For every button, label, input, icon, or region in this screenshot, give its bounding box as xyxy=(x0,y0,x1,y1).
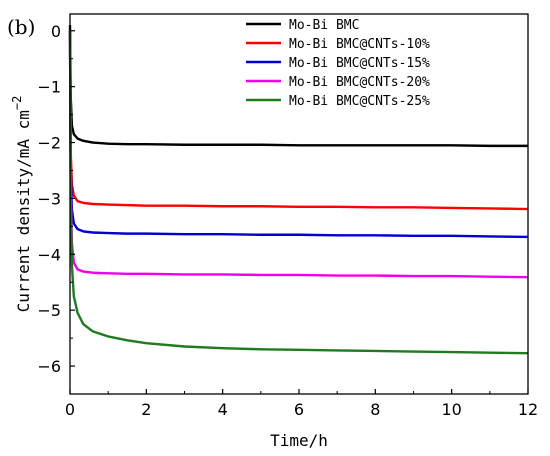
x-tick-label-4: 8 xyxy=(370,400,380,419)
series-line-3 xyxy=(68,30,529,239)
x-tick-label-5: 10 xyxy=(441,400,461,419)
series-line-4 xyxy=(68,30,529,279)
legend-label-3: Mo-Bi BMC@CNTs-15% xyxy=(289,56,430,71)
panel-label: (b) xyxy=(7,15,35,39)
series-line-2 xyxy=(68,30,529,211)
y-tick-label-1: −1 xyxy=(37,78,61,97)
legend-label-5: Mo-Bi BMC@CNTs-25% xyxy=(289,94,430,109)
legend: Mo-Bi BMC Mo-Bi BMC@CNTs-10% Mo-Bi BMC@CNT… xyxy=(246,18,430,109)
y-axis-title: Current density/mA cm−2 xyxy=(10,96,33,313)
plot-frame xyxy=(69,13,529,395)
ticks-layer: 0 2 4 6 8 10 12 0 −1 −2 −3 −4 −5 −6 xyxy=(37,22,538,419)
y-tick-label-4: −4 xyxy=(37,245,61,264)
y-axis-title-superscript: −2 xyxy=(10,96,24,110)
series-line-5 xyxy=(68,30,529,355)
y-axis-title-group: Current density/mA cm−2 xyxy=(10,96,33,313)
y-tick-label-5: −5 xyxy=(37,301,61,320)
y-tick-label-0: 0 xyxy=(51,22,61,41)
x-axis-title: Time/h xyxy=(270,431,328,450)
legend-label-4: Mo-Bi BMC@CNTs-20% xyxy=(289,75,430,90)
x-tick-label-0: 0 xyxy=(65,400,75,419)
legend-label-1: Mo-Bi BMC xyxy=(289,18,359,33)
y-axis-title-main: Current density/mA cm xyxy=(14,110,33,312)
y-tick-label-6: −6 xyxy=(37,357,61,376)
legend-label-2: Mo-Bi BMC@CNTs-10% xyxy=(289,37,430,52)
x-tick-label-6: 12 xyxy=(518,400,538,419)
x-tick-label-2: 4 xyxy=(218,400,228,419)
x-tick-label-1: 2 xyxy=(141,400,151,419)
series-line-1 xyxy=(68,25,528,148)
x-tick-label-3: 6 xyxy=(294,400,304,419)
series-layer xyxy=(68,25,529,355)
y-tick-label-2: −2 xyxy=(37,134,61,153)
y-tick-label-3: −3 xyxy=(37,189,61,208)
